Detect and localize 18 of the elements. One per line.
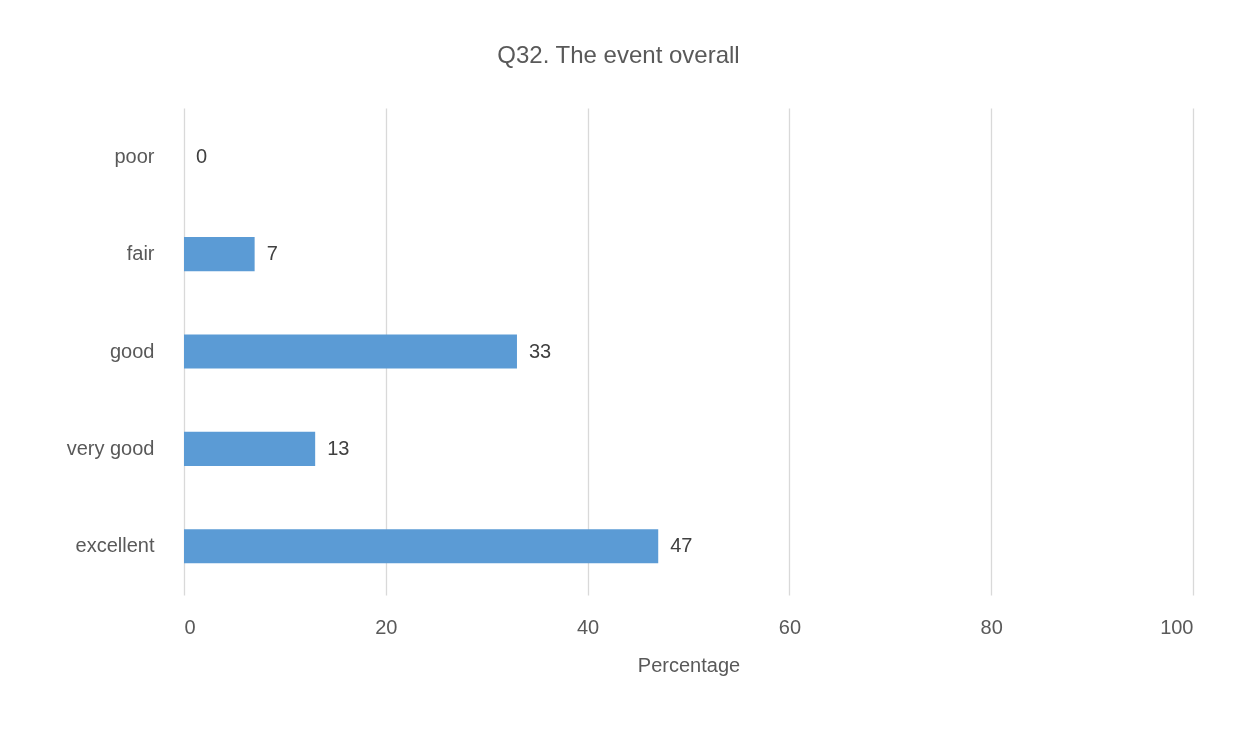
data-label: 33 bbox=[528, 339, 552, 362]
data-label: 7 bbox=[266, 242, 278, 265]
y-tick-label: excellent bbox=[75, 534, 155, 557]
x-axis-title: Percentage bbox=[637, 653, 741, 676]
data-label: 47 bbox=[670, 534, 693, 557]
chart-title: Q32. The event overall bbox=[497, 41, 740, 68]
x-tick-label: 100 bbox=[1160, 615, 1194, 638]
y-tick-label: very good bbox=[66, 436, 155, 459]
data-label: 0 bbox=[196, 144, 208, 167]
x-tick-label: 20 bbox=[375, 615, 398, 638]
y-tick-label: fair bbox=[126, 242, 155, 265]
x-tick-label: 0 bbox=[184, 615, 196, 638]
data-label: 13 bbox=[327, 436, 350, 459]
x-tick-label: 80 bbox=[980, 615, 1003, 638]
x-tick-label: 40 bbox=[576, 615, 600, 638]
x-tick-label: 60 bbox=[778, 615, 802, 638]
y-tick-label: poor bbox=[114, 144, 155, 167]
y-tick-label: good bbox=[110, 339, 155, 362]
